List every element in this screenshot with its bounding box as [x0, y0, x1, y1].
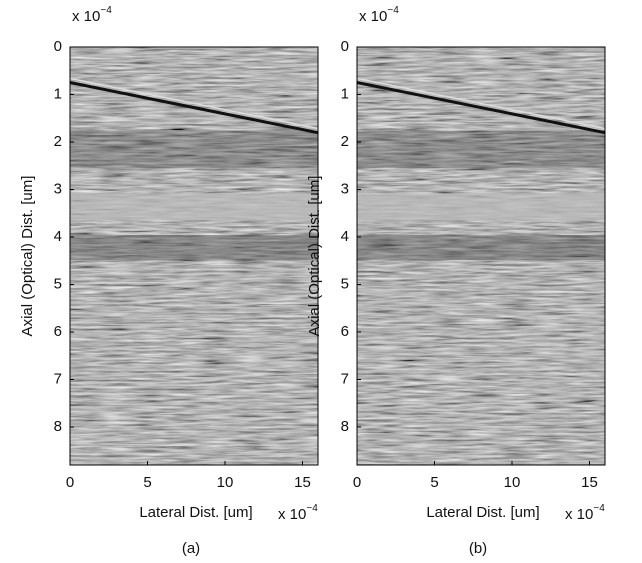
image-texture	[357, 47, 605, 465]
x-tick-label: 10	[504, 474, 521, 491]
dark-band	[357, 235, 605, 261]
y-tick-label: 3	[341, 180, 349, 197]
axes-frame	[69, 46, 319, 466]
y-tick-label: 4	[54, 228, 62, 245]
x-tick-label: 15	[294, 474, 311, 491]
axes-frame	[356, 46, 606, 466]
x-tick-label: 5	[430, 474, 438, 491]
y-tick-label: 1	[54, 85, 62, 102]
y-axis-label: Axial (Optical) Dist. [um]	[306, 176, 323, 337]
bright-band	[357, 193, 605, 221]
y-tick-label: 5	[54, 275, 62, 292]
bright-band	[70, 193, 318, 221]
y-tick-label: 7	[54, 370, 62, 387]
y-tick-label: 2	[54, 133, 62, 150]
y-tick-label: 6	[54, 323, 62, 340]
dark-band	[357, 130, 605, 169]
multiplier-power: −4	[593, 503, 605, 514]
axis-multiplier: x 10−4	[72, 5, 112, 25]
multiplier-power: −4	[306, 503, 318, 514]
panel-caption: (b)	[469, 540, 487, 557]
x-tick-label: 0	[66, 474, 74, 491]
y-tick-label: 2	[341, 133, 349, 150]
x-tick-label: 10	[217, 474, 234, 491]
multiplier-power: −4	[387, 5, 399, 16]
y-tick-label: 6	[341, 323, 349, 340]
surface-line-highlight	[356, 77, 606, 130]
y-tick-label: 8	[341, 418, 349, 435]
y-tick-label: 8	[54, 418, 62, 435]
axis-multiplier: x 10−4	[278, 503, 318, 523]
y-tick-label: 4	[341, 228, 349, 245]
image-texture	[70, 47, 318, 465]
x-tick-label: 15	[581, 474, 598, 491]
surface-line	[69, 81, 319, 135]
x-axis-label: Lateral Dist. [um]	[426, 504, 539, 521]
y-axis-label: Axial (Optical) Dist. [um]	[19, 176, 36, 337]
y-tick-label: 5	[341, 275, 349, 292]
axis-multiplier: x 10−4	[359, 5, 399, 25]
x-tick-label: 5	[143, 474, 151, 491]
y-tick-label: 3	[54, 180, 62, 197]
y-tick-label: 1	[341, 85, 349, 102]
surface-line	[356, 81, 606, 135]
multiplier-power: −4	[100, 5, 112, 16]
multiplier-base: x 10	[72, 8, 100, 25]
y-tick-label: 0	[341, 38, 349, 55]
multiplier-base: x 10	[565, 506, 593, 523]
multiplier-base: x 10	[278, 506, 306, 523]
x-tick-label: 0	[353, 474, 361, 491]
surface-line-highlight	[69, 77, 319, 130]
dark-band	[70, 235, 318, 261]
y-tick-label: 0	[54, 38, 62, 55]
multiplier-base: x 10	[359, 8, 387, 25]
y-tick-label: 7	[341, 370, 349, 387]
panel-caption: (a)	[182, 540, 200, 557]
axis-multiplier: x 10−4	[565, 503, 605, 523]
x-axis-label: Lateral Dist. [um]	[139, 504, 252, 521]
dark-band	[70, 130, 318, 169]
